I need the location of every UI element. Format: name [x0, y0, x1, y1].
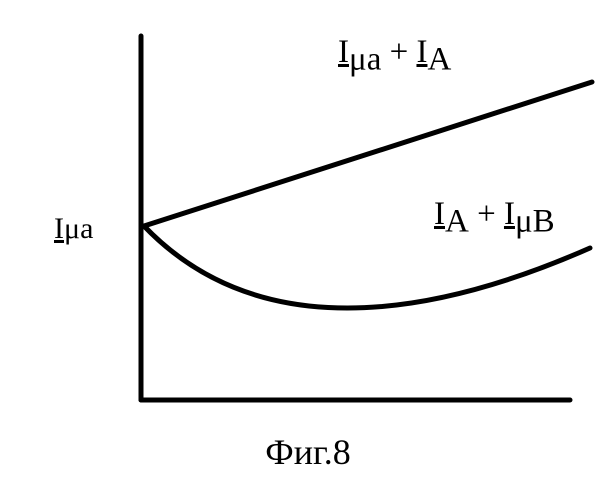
- upper-line-label: Iμa + IA: [338, 36, 451, 77]
- lower-curve-label: IA + IμB: [434, 198, 555, 239]
- figure-svg: [0, 0, 616, 500]
- y-axis-label: Iμa: [54, 214, 93, 244]
- figure-wrapper: { "figure": { "type": "line", "backgroun…: [0, 0, 616, 500]
- figure-caption: Фиг.8: [0, 434, 616, 470]
